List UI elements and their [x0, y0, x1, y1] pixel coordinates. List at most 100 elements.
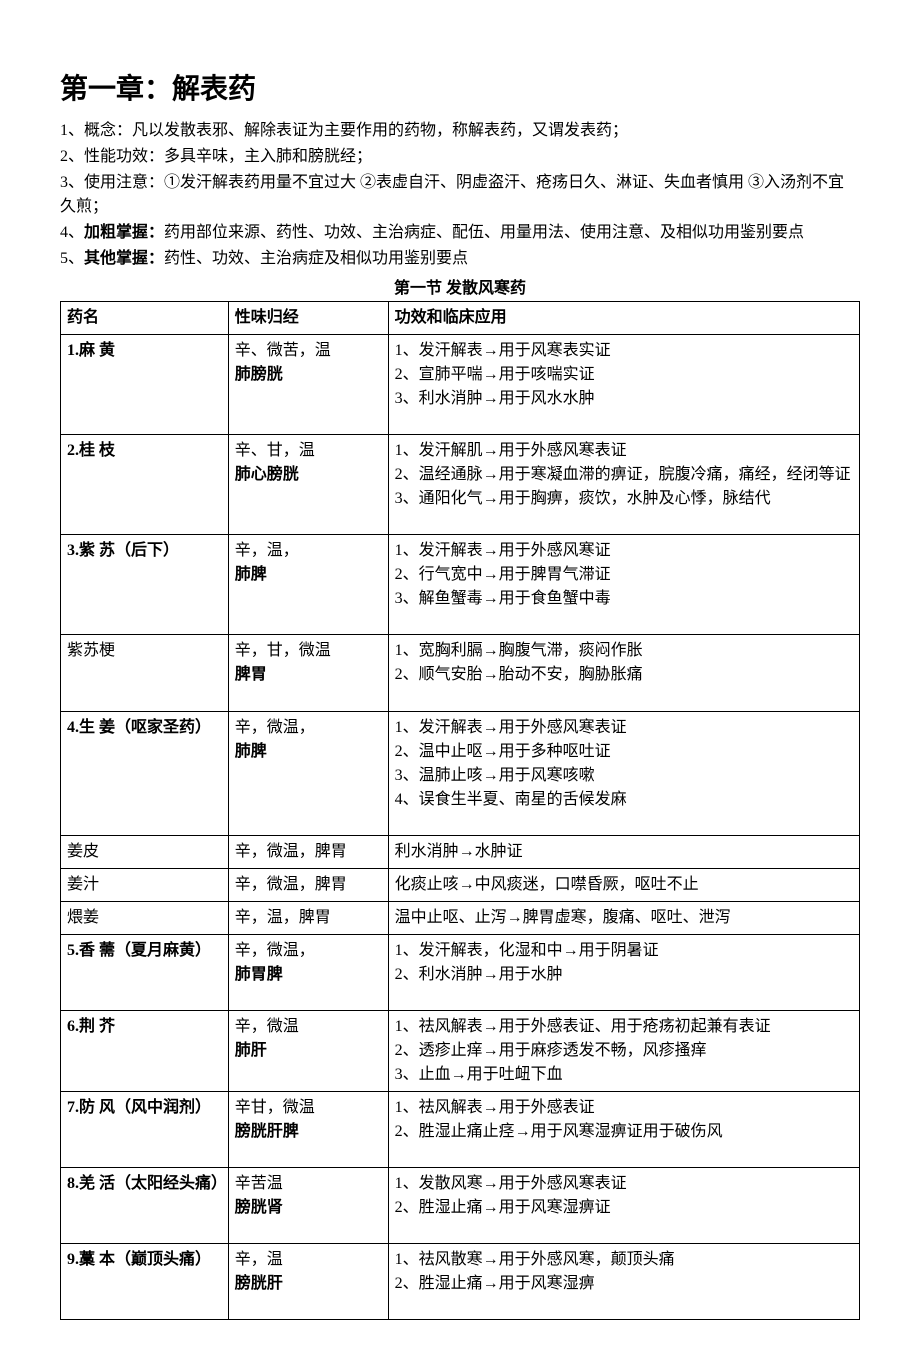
- effects-cell: 1、祛风散寒→用于外感风寒，颠顶头痛2、胜湿止痛→用于风寒湿痹: [388, 1244, 859, 1320]
- taste-meridian-cell: 辛，微温肺肝: [228, 1010, 388, 1091]
- table-row: 姜皮辛，微温，脾胃利水消肿→水肿证: [61, 835, 860, 868]
- drug-name-cell: 1.麻 黄: [61, 334, 229, 434]
- spacer: [395, 1220, 853, 1239]
- meridian: 膀胱肝: [235, 1275, 283, 1292]
- effect-item: 2、顺气安胎→胎动不安，胸胁胀痛: [395, 663, 853, 687]
- spacer: [395, 611, 853, 630]
- effect-item: 化痰止咳→中风痰迷，口噤昏厥，呕吐不止: [395, 873, 853, 897]
- taste-meridian-cell: 辛，微温，脾胃: [228, 835, 388, 868]
- meridian: 肺脾: [235, 566, 267, 583]
- spacer: [395, 1144, 853, 1163]
- drug-name-cell: 8.羌 活（太阳经头痛）: [61, 1168, 229, 1244]
- drug-name: 8.羌 活（太阳经头痛）: [67, 1175, 227, 1192]
- effect-item: 2、胜湿止痛→用于风寒湿痹: [395, 1272, 853, 1296]
- spacer: [395, 411, 853, 430]
- effects-cell: 1、发汗解表→用于风寒表实证2、宣肺平喘→用于咳喘实证3、利水消肿→用于风水水肿: [388, 334, 859, 434]
- meridian: 脾胃: [235, 666, 267, 683]
- drug-name-cell: 5.香 薷（夏月麻黄）: [61, 934, 229, 1010]
- meridian: 肺胃脾: [235, 966, 283, 983]
- drug-name-cell: 2.桂 枝: [61, 434, 229, 534]
- intro-bold: 其他掌握：: [84, 250, 164, 267]
- taste-meridian-cell: 辛、微苦，温肺膀胱: [228, 334, 388, 434]
- drug-name: 1.麻 黄: [67, 342, 115, 359]
- effect-item: 2、宣肺平喘→用于咳喘实证: [395, 363, 853, 387]
- header-taste: 性味归经: [228, 301, 388, 334]
- header-name: 药名: [61, 301, 229, 334]
- drug-name: 7.防 风（风中润剂）: [67, 1099, 211, 1116]
- meridian: 膀胱肾: [235, 1199, 283, 1216]
- meridian: 肺心膀胱: [235, 466, 299, 483]
- drug-name: 2.桂 枝: [67, 442, 115, 459]
- table-row: 9.藁 本（巅顶头痛）辛，温膀胱肝1、祛风散寒→用于外感风寒，颠顶头痛2、胜湿止…: [61, 1244, 860, 1320]
- drug-name-cell: 7.防 风（风中润剂）: [61, 1091, 229, 1167]
- effects-cell: 1、发散风寒→用于外感风寒表证2、胜湿止痛→用于风寒湿痹证: [388, 1168, 859, 1244]
- effect-item: 1、发汗解表→用于风寒表实证: [395, 339, 853, 363]
- intro-line: 5、其他掌握：药性、功效、主治病症及相似功用鉴别要点: [60, 247, 860, 271]
- table-row: 7.防 风（风中润剂） 辛甘，微温膀胱肝脾 1、祛风解表→用于外感表证2、胜湿止痛止…: [61, 1091, 860, 1167]
- meridian: 肺脾: [235, 743, 267, 760]
- table-row: 1.麻 黄辛、微苦，温肺膀胱1、发汗解表→用于风寒表实证2、宣肺平喘→用于咳喘实…: [61, 334, 860, 434]
- drug-name-cell: 3.紫 苏（后下）: [61, 535, 229, 635]
- drug-name-cell: 4.生 姜（呕家圣药）: [61, 711, 229, 835]
- taste-meridian-cell: 辛、甘，温肺心膀胱: [228, 434, 388, 534]
- taste-meridian-cell: 辛，微温，肺胃脾: [228, 934, 388, 1010]
- taste-meridian-cell: 辛，温，肺脾: [228, 535, 388, 635]
- section-title: 第一节 发散风寒药: [60, 277, 860, 301]
- effect-item: 2、胜湿止痛→用于风寒湿痹证: [395, 1196, 853, 1220]
- effect-item: 1、祛风解表→用于外感表证: [395, 1096, 853, 1120]
- spacer: [395, 812, 853, 831]
- header-effect: 功效和临床应用: [388, 301, 859, 334]
- effect-item: 3、解鱼蟹毒→用于食鱼蟹中毒: [395, 587, 853, 611]
- intro-line: 3、使用注意：①发汗解表药用量不宜过大 ②表虚自汗、阴虚盗汗、疮疡日久、淋证、失…: [60, 171, 860, 219]
- taste-meridian-cell: 辛，微温，肺脾: [228, 711, 388, 835]
- effect-item: 3、利水消肿→用于风水水肿: [395, 387, 853, 411]
- taste-meridian-cell: 辛，温，脾胃: [228, 901, 388, 934]
- effect-item: 2、利水消肿→用于水肿: [395, 963, 853, 987]
- effects-cell: 1、发汗解表→用于外感风寒表证2、温中止呕→用于多种呕吐证3、温肺止咳→用于风寒…: [388, 711, 859, 835]
- table-row: 4.生 姜（呕家圣药）辛，微温，肺脾1、发汗解表→用于外感风寒表证2、温中止呕→…: [61, 711, 860, 835]
- effects-cell: 利水消肿→水肿证: [388, 835, 859, 868]
- drug-name: 6.荆 芥: [67, 1018, 115, 1035]
- table-row: 煨姜辛，温，脾胃温中止呕、止泻→脾胃虚寒，腹痛、呕吐、泄泻: [61, 901, 860, 934]
- intro-bold: 加粗掌握：: [84, 224, 164, 241]
- intro-line: 4、加粗掌握：药用部位来源、药性、功效、主治病症、配伍、用量用法、使用注意、及相…: [60, 221, 860, 245]
- chapter-title: 第一章：解表药: [60, 69, 860, 111]
- taste-meridian-cell: 辛，微温，脾胃: [228, 868, 388, 901]
- effects-cell: 1、宽胸利膈→胸腹气滞，痰闷作胀2、顺气安胎→胎动不安，胸胁胀痛: [388, 635, 859, 711]
- taste-meridian-cell: 辛，甘，微温脾胃: [228, 635, 388, 711]
- drug-name-cell: 煨姜: [61, 901, 229, 934]
- effects-cell: 化痰止咳→中风痰迷，口噤昏厥，呕吐不止: [388, 868, 859, 901]
- herb-table: 药名 性味归经 功效和临床应用 1.麻 黄辛、微苦，温肺膀胱1、发汗解表→用于风…: [60, 301, 860, 1321]
- spacer: [395, 687, 853, 706]
- effects-cell: 1、发汗解表，化湿和中→用于阴暑证2、利水消肿→用于水肿: [388, 934, 859, 1010]
- effect-item: 2、透疹止痒→用于麻疹透发不畅，风疹搔痒: [395, 1039, 853, 1063]
- effect-item: 3、止血→用于吐衄下血: [395, 1063, 853, 1087]
- effect-item: 温中止呕、止泻→脾胃虚寒，腹痛、呕吐、泄泻: [395, 906, 853, 930]
- drug-name: 3.紫 苏（后下）: [67, 542, 179, 559]
- effect-item: 1、祛风散寒→用于外感风寒，颠顶头痛: [395, 1248, 853, 1272]
- table-row: 5.香 薷（夏月麻黄） 辛，微温，肺胃脾1、发汗解表，化湿和中→用于阴暑证2、利水…: [61, 934, 860, 1010]
- intro-line: 2、性能功效：多具辛味，主入肺和膀胱经；: [60, 145, 860, 169]
- effect-item: 2、胜湿止痛止痉→用于风寒湿痹证用于破伤风: [395, 1120, 853, 1144]
- effect-item: 2、温经通脉→用于寒凝血滞的痹证，脘腹冷痛，痛经，经闭等证: [395, 463, 853, 487]
- table-row: 3.紫 苏（后下）辛，温，肺脾1、发汗解表→用于外感风寒证2、行气宽中→用于脾胃…: [61, 535, 860, 635]
- taste-meridian-cell: 辛，温膀胱肝: [228, 1244, 388, 1320]
- taste-meridian-cell: 辛甘，微温膀胱肝脾: [228, 1091, 388, 1167]
- table-row: 8.羌 活（太阳经头痛）辛苦温膀胱肾1、发散风寒→用于外感风寒表证2、胜湿止痛→…: [61, 1168, 860, 1244]
- intro-block: 1、概念：凡以发散表邪、解除表证为主要作用的药物，称解表药，又谓发表药；2、性能…: [60, 119, 860, 271]
- drug-name: 5.香 薷（夏月麻黄）: [67, 942, 211, 959]
- table-header-row: 药名 性味归经 功效和临床应用: [61, 301, 860, 334]
- drug-name: 9.藁 本（巅顶头痛）: [67, 1251, 211, 1268]
- table-row: 2.桂 枝辛、甘，温肺心膀胱1、发汗解肌→用于外感风寒表证2、温经通脉→用于寒凝…: [61, 434, 860, 534]
- table-row: 6.荆 芥辛，微温肺肝1、祛风解表→用于外感表证、用于疮疡初起兼有表证2、透疹止…: [61, 1010, 860, 1091]
- drug-name-cell: 6.荆 芥: [61, 1010, 229, 1091]
- spacer: [395, 511, 853, 530]
- meridian: 肺肝: [235, 1042, 267, 1059]
- effects-cell: 温中止呕、止泻→脾胃虚寒，腹痛、呕吐、泄泻: [388, 901, 859, 934]
- table-row: 姜汁辛，微温，脾胃化痰止咳→中风痰迷，口噤昏厥，呕吐不止: [61, 868, 860, 901]
- effect-item: 3、通阳化气→用于胸痹，痰饮，水肿及心悸，脉结代: [395, 487, 853, 511]
- effect-item: 1、发散风寒→用于外感风寒表证: [395, 1172, 853, 1196]
- effect-item: 2、行气宽中→用于脾胃气滞证: [395, 563, 853, 587]
- spacer: [395, 987, 853, 1006]
- drug-name-cell: 紫苏梗: [61, 635, 229, 711]
